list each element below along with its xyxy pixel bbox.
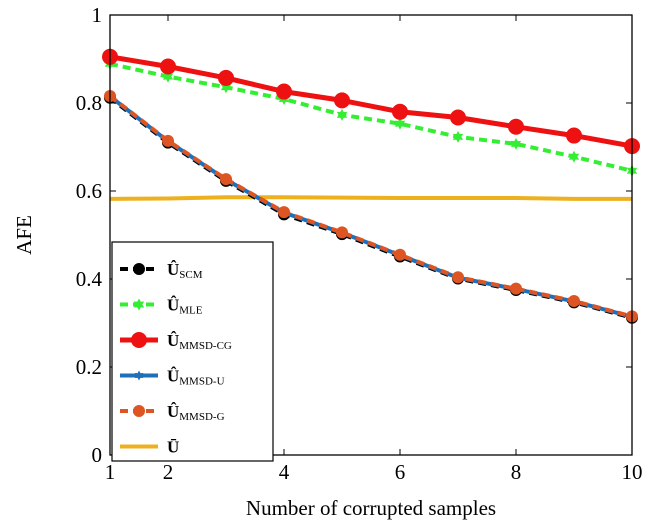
series-line	[109, 61, 633, 173]
data-point	[450, 109, 466, 126]
legend-item: ÛSCM	[120, 260, 203, 281]
legend-label: ÛSCM	[167, 260, 203, 281]
series-line	[109, 54, 633, 149]
legend-subscript: SCM	[179, 269, 202, 281]
x-tick-label: 10	[622, 460, 643, 484]
legend-label: ÛMMSD-CG	[167, 331, 232, 352]
legend-label: ÛMMSD-U	[167, 367, 225, 388]
data-point	[510, 137, 522, 150]
data-point	[336, 108, 348, 121]
legend-symbol: Û	[167, 296, 179, 315]
data-point	[508, 118, 524, 135]
series-line	[108, 94, 633, 319]
legend-label: ÛMMSD-G	[167, 402, 225, 423]
data-point	[452, 271, 464, 284]
series-line	[109, 195, 632, 201]
data-point	[218, 69, 234, 86]
data-point	[452, 130, 464, 143]
legend-subscript: MMSD-CG	[179, 340, 232, 352]
series-mmsd-g	[104, 89, 638, 323]
y-tick-label: 0.4	[76, 267, 103, 291]
x-axis-title: Number of corrupted samples	[246, 496, 496, 520]
legend-box	[111, 241, 274, 462]
data-point	[394, 117, 406, 130]
legend-item: Ū	[120, 438, 179, 457]
y-tick-label: 0.6	[76, 179, 102, 203]
data-point	[162, 70, 174, 83]
series-mmsd-cg	[102, 48, 640, 155]
legend-marker	[133, 263, 145, 275]
data-point	[162, 134, 174, 147]
y-tick-label: 1	[92, 3, 103, 27]
legend-symbol: Û	[167, 367, 179, 386]
legend-symbol: Û	[167, 402, 179, 421]
plot-area-frame	[109, 14, 633, 456]
x-tick-label: 1	[105, 460, 116, 484]
y-axis-title: AFE	[12, 215, 36, 255]
data-point	[394, 248, 406, 261]
legend-item: ÛMLE	[120, 296, 203, 317]
legend-item: ÛMMSD-U	[120, 367, 225, 388]
y-tick-label: 0.2	[76, 355, 102, 379]
data-point	[336, 226, 348, 239]
data-point	[278, 206, 290, 219]
legend-symbol: Û	[167, 260, 179, 279]
series-mle	[104, 57, 638, 177]
legend-symbol: Ū	[167, 438, 179, 457]
data-point	[220, 173, 232, 186]
data-point	[566, 127, 582, 144]
legend-marker	[131, 332, 147, 348]
data-point	[510, 282, 522, 295]
legend-marker	[134, 370, 144, 381]
legend-symbol: Û	[167, 331, 179, 350]
data-point	[160, 58, 176, 75]
chart-marks	[102, 48, 640, 324]
legend-label: Ū	[167, 438, 179, 457]
legend-item: ÛMMSD-G	[120, 402, 225, 423]
data-point	[568, 295, 580, 307]
x-tick-label: 6	[395, 460, 406, 484]
legend-marker	[133, 405, 145, 417]
data-point	[220, 81, 232, 94]
legend-label: ÛMLE	[167, 296, 203, 317]
legend-marker	[133, 298, 145, 311]
data-point	[276, 83, 292, 100]
x-tick-label: 8	[511, 460, 522, 484]
y-tick-label: 0.8	[76, 91, 102, 115]
legend-subscript: MLE	[179, 305, 203, 317]
legend-subscript: MMSD-U	[179, 376, 224, 388]
legend-subscript: MMSD-G	[179, 411, 224, 423]
y-tick-label: 0	[92, 443, 103, 467]
data-point	[568, 150, 580, 163]
x-tick-label: 4	[279, 460, 290, 484]
x-tick-label: 2	[163, 460, 174, 484]
axis-ticks: 1 2 4 6 8 10 0 0.2 0.4 0.6 0.8 1	[76, 3, 643, 484]
legend-item: ÛMMSD-CG	[120, 331, 232, 352]
data-point	[334, 92, 350, 109]
series-ubar	[109, 195, 632, 201]
data-point	[392, 103, 408, 120]
